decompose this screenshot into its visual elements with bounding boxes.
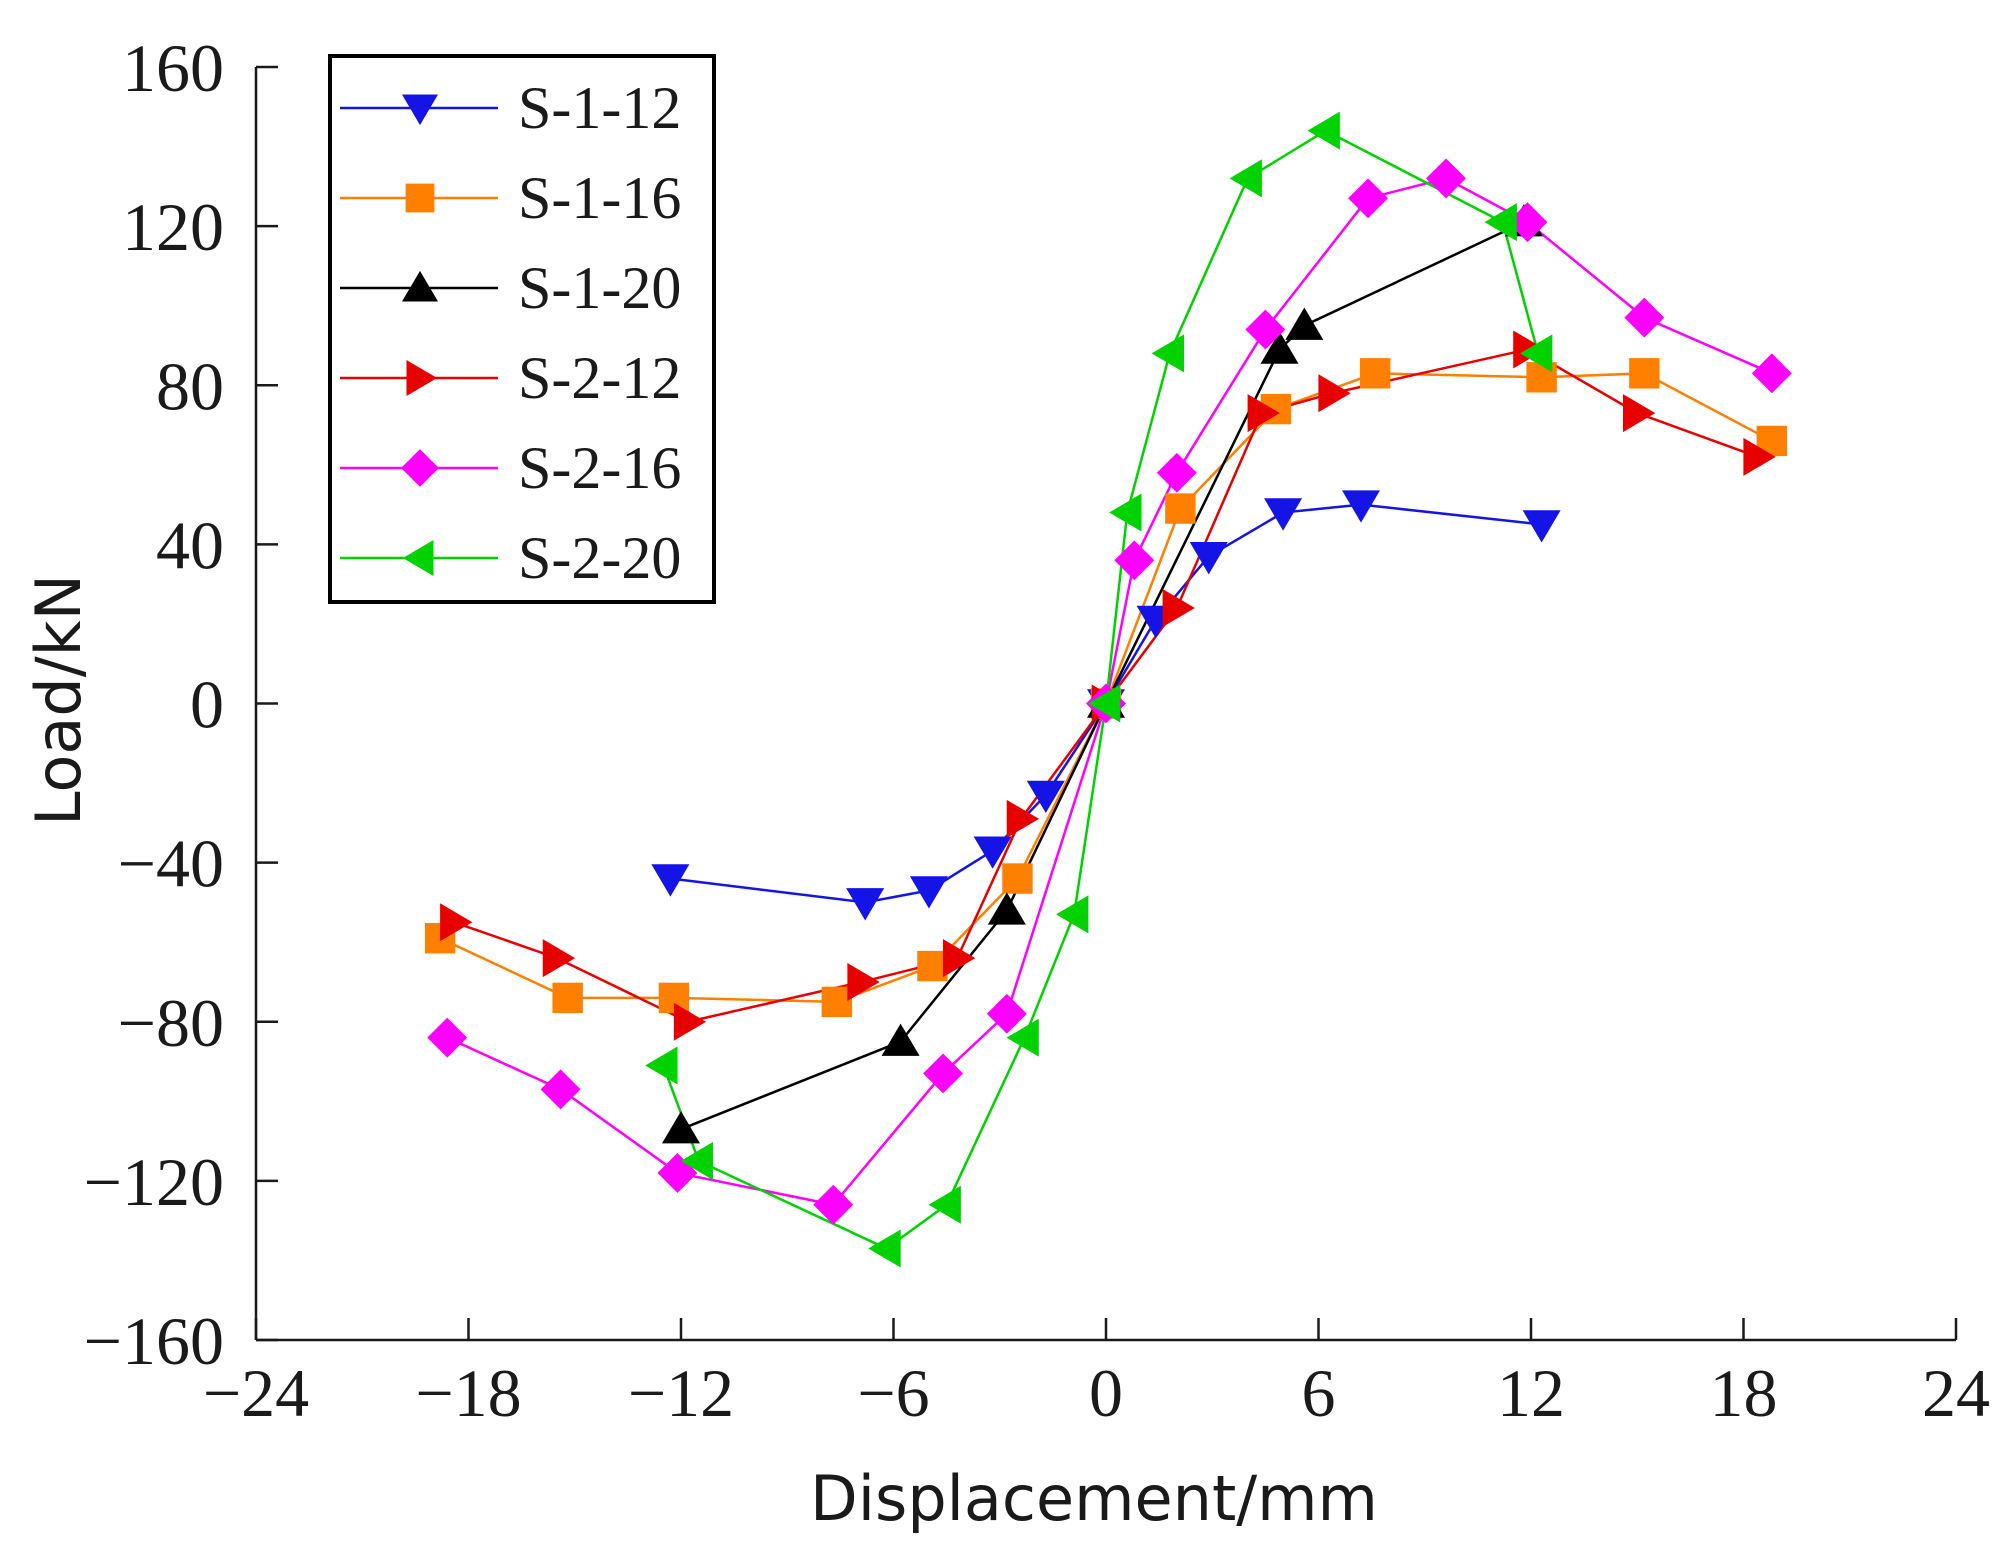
data-point-s-2-20: [1307, 111, 1340, 150]
y-tick-label: 120: [122, 189, 224, 265]
data-point-s-2-12: [1743, 437, 1776, 476]
data-point-s-1-20: [987, 892, 1026, 925]
legend-label-s-1-12: S-1-12: [518, 75, 681, 141]
y-tick-label: 40: [156, 507, 224, 583]
data-point-s-2-16: [1114, 540, 1155, 581]
series-markers: [424, 111, 1792, 1268]
legend-label-s-1-20: S-1-20: [518, 255, 681, 321]
legend-marker-s-1-20: [402, 270, 438, 302]
x-tick-label: −24: [203, 1355, 309, 1431]
data-point-s-1-16: [1002, 863, 1033, 894]
y-tick-label: 0: [190, 667, 224, 743]
data-point-s-2-20: [1520, 334, 1553, 373]
data-point-s-2-16: [427, 1017, 468, 1058]
data-point-s-2-16: [540, 1069, 581, 1110]
data-point-s-1-20: [1260, 331, 1299, 364]
x-tick-label: 24: [1922, 1355, 1990, 1431]
data-point-s-2-20: [1087, 684, 1121, 723]
data-point-s-1-16: [821, 986, 853, 1018]
data-point-s-1-16: [1629, 358, 1660, 389]
data-point-s-2-20: [1109, 493, 1142, 532]
data-point-s-1-12: [846, 888, 885, 921]
data-point-s-2-16: [1348, 178, 1389, 219]
data-point-s-1-16: [552, 982, 583, 1014]
data-point-s-2-12: [440, 903, 473, 942]
data-point-s-2-20: [868, 1229, 901, 1268]
legend-marker-s-2-16: [401, 449, 439, 487]
data-point-s-1-12: [1522, 510, 1561, 543]
y-tick-label: −40: [118, 826, 224, 902]
data-point-s-1-12: [1264, 498, 1303, 531]
data-point-s-2-12: [542, 939, 576, 978]
data-point-s-2-16: [813, 1184, 854, 1225]
data-point-s-2-16: [657, 1152, 698, 1193]
data-point-s-1-12: [1342, 490, 1380, 523]
y-axis-label: Load/kN: [22, 574, 95, 826]
y-tick-label: −160: [84, 1303, 224, 1379]
data-point-s-2-16: [1245, 309, 1286, 350]
data-point-s-1-12: [651, 864, 690, 897]
y-tick-label: 160: [122, 30, 224, 106]
data-point-s-2-20: [680, 1141, 713, 1180]
data-point-s-1-16: [1165, 493, 1196, 524]
x-axis-label: Displacement/mm: [810, 1462, 1378, 1535]
x-tick-label: 18: [1710, 1355, 1778, 1431]
x-tick-label: 12: [1497, 1355, 1565, 1431]
data-point-s-2-16: [1751, 353, 1792, 394]
data-point-s-2-16: [1507, 202, 1548, 243]
data-point-s-1-20: [1285, 307, 1324, 340]
legend-marker-s-2-20: [402, 540, 434, 576]
data-point-s-1-16: [1359, 358, 1391, 389]
x-tick-label: −18: [415, 1355, 521, 1431]
data-point-s-1-12: [973, 836, 1012, 869]
legend-marker-s-1-16: [405, 183, 435, 213]
data-point-s-2-12: [1623, 394, 1656, 433]
data-point-s-2-16: [923, 1053, 964, 1094]
data-point-s-1-12: [1026, 780, 1065, 814]
data-point-s-2-20: [1484, 203, 1517, 242]
x-tick-label: −6: [857, 1355, 929, 1431]
data-point-s-2-12: [1247, 394, 1280, 433]
data-point-s-2-20: [1229, 159, 1262, 198]
data-point-s-2-16: [1426, 158, 1466, 199]
legend-marker-s-2-12: [406, 360, 438, 396]
data-point-s-2-16: [1156, 452, 1197, 493]
data-point-s-2-12: [673, 1002, 707, 1041]
data-point-s-2-12: [1318, 374, 1351, 413]
series-line-s-1-20: [680, 221, 1525, 1131]
data-point-s-2-20: [1056, 895, 1089, 934]
data-point-s-1-20: [881, 1023, 920, 1056]
x-tick-label: 0: [1089, 1355, 1123, 1431]
y-tick-label: 80: [156, 348, 224, 424]
x-tick-label: 6: [1302, 1355, 1336, 1431]
legend-label-s-2-16: S-2-16: [518, 435, 681, 501]
legend-label-s-2-12: S-2-12: [518, 345, 681, 411]
data-point-s-2-20: [1006, 1018, 1039, 1057]
legend-box: [328, 54, 716, 604]
y-tick-label: −80: [118, 985, 224, 1061]
data-point-s-2-12: [847, 962, 880, 1001]
data-point-s-2-16: [986, 993, 1027, 1034]
x-tick-label: −12: [628, 1355, 734, 1431]
data-point-s-1-16: [917, 950, 948, 982]
data-point-s-2-12: [943, 939, 976, 978]
y-tick-label: −120: [84, 1144, 224, 1220]
data-point-s-2-12: [1006, 799, 1040, 838]
data-point-s-2-20: [645, 1046, 678, 1085]
data-point-s-2-16: [1624, 297, 1665, 338]
data-point-s-2-20: [1151, 334, 1184, 373]
data-point-s-2-12: [1162, 589, 1195, 628]
legend-label-s-2-20: S-2-20: [518, 525, 681, 591]
legend: S-1-12 S-1-16 S-1-20 S-2-12 S-2-16 S-2-20: [328, 54, 716, 604]
data-point-s-1-20: [662, 1111, 700, 1144]
axes: −160 −120 −80 −40 0 40 80 120 160 −24 −18 −12 −6 0 6 12…: [84, 30, 1990, 1431]
data-point-s-1-12: [1189, 542, 1228, 575]
data-point-s-1-12: [909, 876, 948, 909]
data-point-s-2-20: [928, 1185, 961, 1224]
legend-marker-s-1-12: [402, 94, 438, 126]
legend-label-s-1-16: S-1-16: [518, 165, 681, 231]
